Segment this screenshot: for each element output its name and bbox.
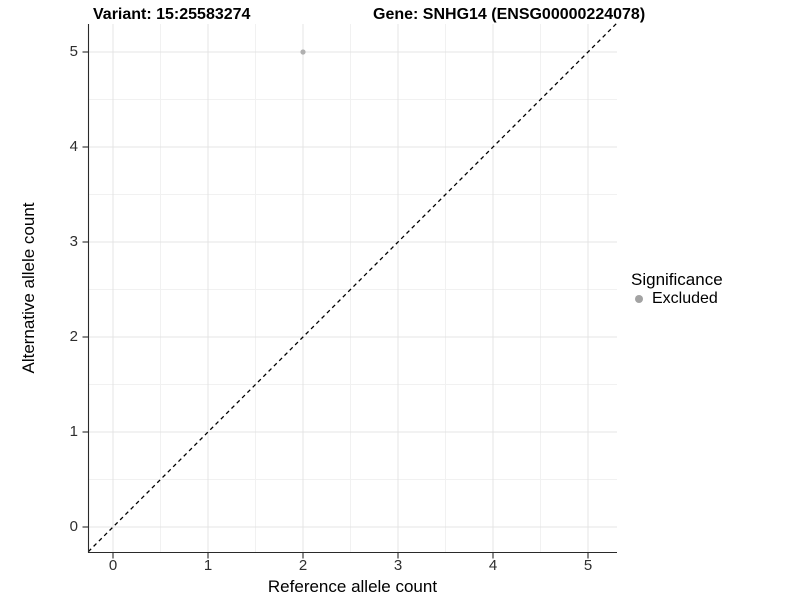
y-axis-title: Alternative allele count	[19, 202, 38, 374]
y-tick-label: 4	[69, 138, 78, 155]
y-tick-label: 0	[69, 518, 78, 535]
gene-title: Gene: SNHG14 (ENSG00000224078)	[373, 6, 646, 23]
legend-title: Significance	[631, 270, 723, 289]
y-tick-label: 2	[69, 328, 78, 345]
legend-point-icon	[635, 295, 643, 303]
data-point	[300, 49, 306, 55]
x-tick-label: 0	[108, 557, 118, 574]
x-tick-label: 5	[583, 557, 593, 574]
legend-item-excluded: Excluded	[652, 290, 718, 307]
x-axis-title: Reference allele count	[267, 577, 438, 596]
x-tick-label: 2	[298, 557, 308, 574]
y-tick-label: 5	[69, 43, 78, 60]
y-tick-label: 3	[69, 233, 78, 250]
y-tick-label: 1	[69, 423, 78, 440]
plot-panel	[82, 23, 617, 559]
x-tick-label: 4	[488, 557, 498, 574]
identity-line	[87, 23, 617, 553]
x-tick-label: 1	[203, 557, 213, 574]
variant-title: Variant: 15:25583274	[93, 6, 251, 23]
x-tick-label: 3	[393, 557, 403, 574]
